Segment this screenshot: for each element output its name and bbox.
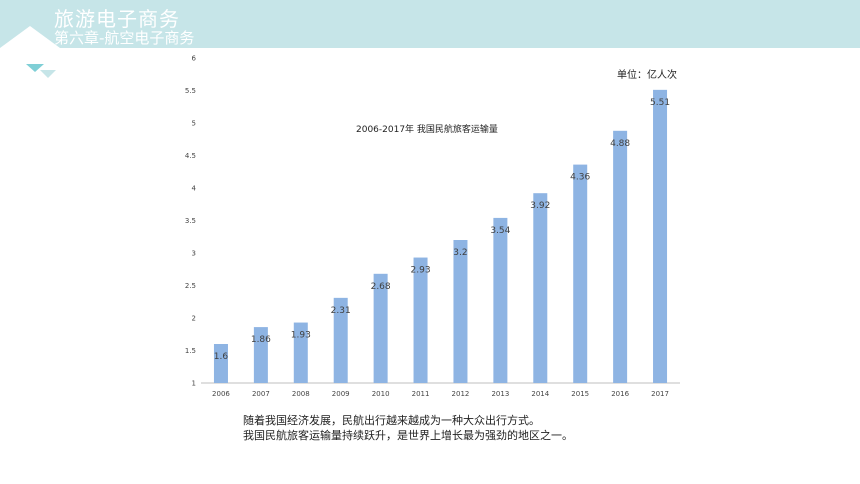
page-title: 旅游电子商务	[54, 7, 180, 31]
y-tick-label: 1	[192, 380, 196, 388]
chart-unit-label: 单位：亿人次	[617, 70, 677, 81]
bar	[533, 193, 548, 383]
y-tick-label: 5.5	[185, 87, 196, 95]
y-tick-label: 6	[192, 55, 197, 63]
data-label: 4.36	[570, 173, 590, 183]
x-tick-label: 2017	[651, 390, 669, 398]
data-label: 2.93	[411, 266, 431, 276]
x-tick-label: 2014	[531, 390, 549, 398]
y-tick-label: 3.5	[185, 217, 196, 225]
data-label: 1.93	[291, 331, 311, 341]
y-tick-label: 4.5	[185, 152, 196, 160]
bar	[293, 322, 308, 383]
bar	[373, 273, 388, 383]
data-label: 1.6	[214, 352, 229, 362]
x-tick-label: 2007	[252, 390, 270, 398]
bar	[453, 240, 468, 383]
y-tick-label: 2	[192, 315, 196, 323]
data-label: 3.54	[490, 226, 510, 236]
bar	[573, 164, 588, 383]
bar	[333, 297, 348, 383]
page-subtitle: 第六章-航空电子商务	[54, 29, 195, 47]
x-tick-label: 2008	[292, 390, 310, 398]
bar	[613, 130, 628, 383]
x-tick-label: 2012	[452, 390, 470, 398]
y-tick-label: 1.5	[185, 347, 196, 355]
x-tick-label: 2009	[332, 390, 350, 398]
bar	[653, 89, 668, 383]
data-label: 2.68	[371, 282, 391, 292]
data-label: 3.92	[530, 201, 550, 211]
data-label: 4.88	[610, 139, 630, 149]
chart-title: 2006-2017年 我国民航旅客运输量	[356, 125, 498, 135]
y-tick-label: 5	[192, 120, 196, 128]
caption-line-2: 我国民航旅客运输量持续跃升，是世界上增长最为强劲的地区之一。	[243, 429, 573, 442]
x-tick-label: 2015	[571, 390, 589, 398]
x-tick-label: 2006	[212, 390, 230, 398]
data-label: 2.31	[331, 306, 351, 316]
header-bar	[0, 0, 860, 48]
bar	[213, 344, 228, 383]
caption: 随着我国经济发展，民航出行越来越成为一种大众出行方式。 我国民航旅客运输量持续跃…	[243, 413, 573, 443]
y-tick-label: 3	[192, 250, 196, 258]
x-tick-label: 2016	[611, 390, 629, 398]
x-tick-label: 2011	[412, 390, 430, 398]
x-tick-label: 2013	[491, 390, 509, 398]
y-tick-label: 4	[192, 185, 197, 193]
bar	[493, 217, 508, 383]
data-label: 1.86	[251, 335, 271, 345]
data-label: 5.51	[650, 98, 670, 108]
bar	[253, 327, 268, 383]
header-decoration-icon	[0, 26, 60, 78]
bar	[413, 257, 428, 383]
data-label: 3.2	[453, 248, 467, 258]
caption-line-1: 随着我国经济发展，民航出行越来越成为一种大众出行方式。	[243, 414, 540, 427]
y-tick-label: 2.5	[185, 282, 196, 290]
x-tick-label: 2010	[372, 390, 390, 398]
